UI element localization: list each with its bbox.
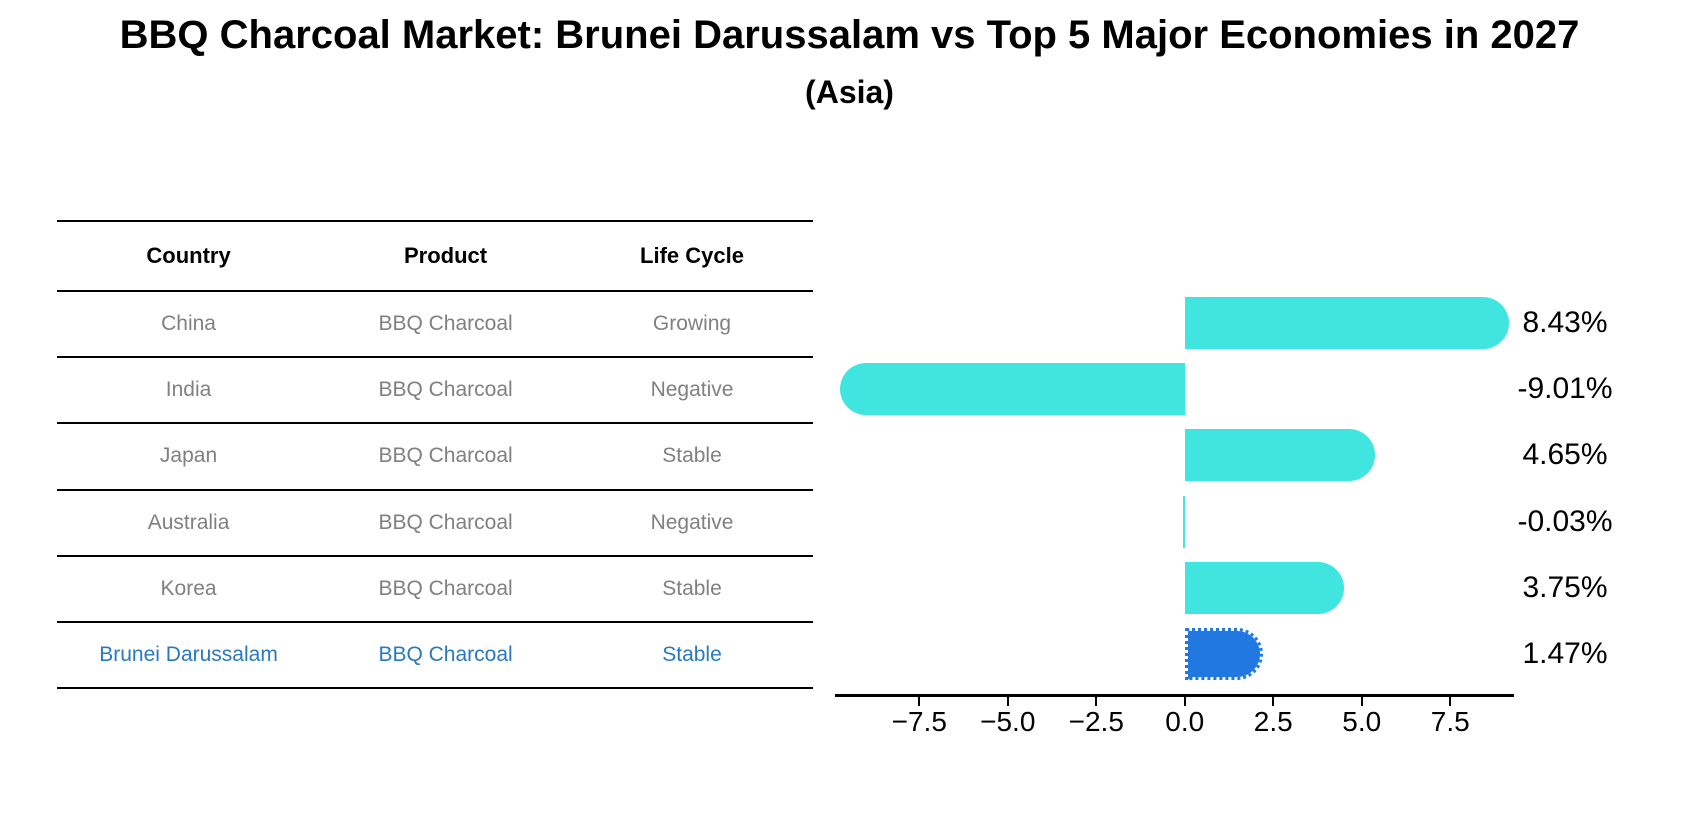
bar-india (839, 363, 1185, 416)
table-header-row: Country Product Life Cycle (57, 220, 813, 290)
bar-japan (1184, 429, 1376, 482)
x-axis-tick-label: 7.5 (1430, 706, 1470, 737)
column-header-country: Country (146, 243, 231, 268)
x-axis-tick-label: −7.5 (891, 706, 947, 737)
chart-subtitle: (Asia) (805, 74, 894, 110)
x-axis-tick-label: −2.5 (1068, 706, 1124, 737)
x-axis-tick (1360, 697, 1363, 706)
bar-value-label-australia: -0.03% (1517, 504, 1613, 538)
bar-brunei-darussalam (1184, 628, 1263, 680)
x-axis-tick (1183, 697, 1186, 706)
chart-title: BBQ Charcoal Market: Brunei Darussalam v… (119, 13, 1580, 57)
x-axis-tick (918, 697, 921, 706)
x-axis-tick-label: 5.0 (1342, 706, 1382, 737)
cell-life-cycle: Stable (662, 444, 722, 468)
bar-value-label-brunei-darussalam: 1.47% (1522, 637, 1608, 670)
x-axis-tick (1449, 697, 1452, 706)
cell-product: BBQ Charcoal (378, 643, 513, 667)
table-row-brunei-darussalam: Brunei Darussalam BBQ Charcoal Stable (57, 620, 813, 687)
cell-country: Korea (160, 576, 217, 600)
cell-product: BBQ Charcoal (378, 444, 513, 468)
cell-product: BBQ Charcoal (378, 378, 513, 402)
cell-life-cycle: Negative (650, 378, 734, 402)
table-row-korea: Korea BBQ Charcoal Stable (57, 554, 813, 621)
x-axis-tick (1095, 697, 1098, 706)
bar-value-label-china: 8.43% (1522, 306, 1608, 339)
cell-product: BBQ Charcoal (378, 312, 513, 336)
cell-country: Japan (159, 444, 218, 468)
table-row-japan: Japan BBQ Charcoal Stable (57, 422, 813, 488)
bar-korea (1184, 561, 1344, 614)
x-axis-tick-label: 2.5 (1253, 706, 1293, 737)
bar-australia (1182, 495, 1185, 548)
x-axis-line (835, 694, 1514, 697)
country-comparison-table: Country Product Life Cycle China BBQ Charcoa… (57, 220, 813, 690)
bar-china (1184, 297, 1510, 349)
column-header-life-cycle: Life Cycle (640, 243, 744, 268)
bar-value-label-india: -9.01% (1517, 372, 1613, 406)
cell-country: India (165, 378, 212, 402)
bar-value-label-japan: 4.65% (1522, 438, 1608, 472)
x-axis-tick (1006, 697, 1009, 706)
cell-product: BBQ Charcoal (378, 576, 513, 600)
cell-life-cycle: Stable (662, 643, 722, 667)
table-row-india: India BBQ Charcoal Negative (57, 356, 813, 422)
cell-life-cycle: Growing (652, 312, 732, 336)
cell-country: China (161, 312, 216, 336)
cell-country: Brunei Darussalam (99, 643, 278, 667)
cell-life-cycle: Stable (662, 576, 722, 600)
bar-value-label-korea: 3.75% (1522, 570, 1608, 604)
column-header-product: Product (404, 243, 488, 268)
x-axis-tick-label: 0.0 (1165, 706, 1205, 737)
table-row-china: China BBQ Charcoal Growing (57, 290, 813, 356)
x-axis-tick-label: −5.0 (980, 706, 1036, 737)
cell-product: BBQ Charcoal (378, 510, 513, 534)
table-row-australia: Australia BBQ Charcoal Negative (57, 488, 813, 555)
cell-life-cycle: Negative (650, 510, 734, 534)
x-axis-tick (1272, 697, 1275, 706)
cell-country: Australia (147, 510, 230, 534)
